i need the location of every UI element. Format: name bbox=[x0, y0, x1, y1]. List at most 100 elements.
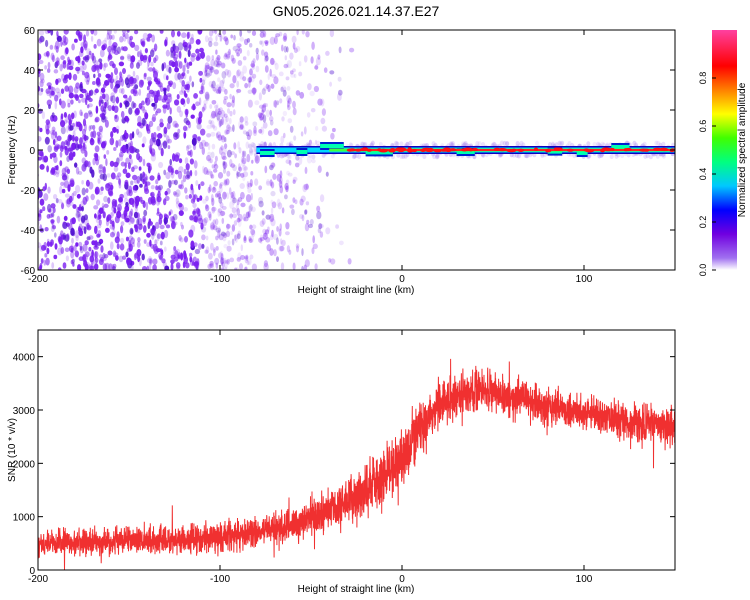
spectrogram-noise-cell bbox=[112, 250, 117, 258]
spectrogram-noise-cell bbox=[223, 116, 228, 125]
spectrogram-noise-cell bbox=[184, 236, 188, 243]
spectrogram-noise-cell bbox=[88, 52, 92, 59]
spectrogram-noise-cell bbox=[113, 78, 118, 84]
spectrogram-noise-cell bbox=[339, 240, 344, 246]
spectrogram-noise-cell bbox=[252, 121, 258, 127]
spectrogram-noise-cell bbox=[63, 112, 67, 118]
spectrogram-noise-cell bbox=[242, 175, 246, 182]
spectrogram-noise-cell bbox=[78, 241, 83, 247]
spectrogram-noise-cell bbox=[189, 186, 194, 195]
spectrogram-noise-cell bbox=[242, 164, 247, 172]
spectrogram-noise-cell bbox=[78, 99, 81, 104]
spectrogram-noise-cell bbox=[47, 186, 51, 194]
spectrogram-noise-cell bbox=[155, 138, 161, 147]
spectrogram-band-haze bbox=[572, 153, 577, 159]
spectrogram-noise-cell bbox=[278, 180, 283, 189]
spectrogram-noise-cell bbox=[176, 30, 181, 37]
spectrogram-noise-cell bbox=[205, 195, 209, 202]
spectrogram-noise-cell bbox=[267, 130, 273, 137]
spectrogram-noise-cell bbox=[168, 211, 171, 216]
spectrogram-noise-cell bbox=[134, 148, 140, 154]
spectrogram-noise-cell bbox=[244, 266, 248, 270]
spectrogram-noise-cell bbox=[273, 233, 279, 241]
spectrogram-noise-cell bbox=[81, 205, 84, 212]
spectrogram-noise-cell bbox=[69, 201, 74, 206]
spectrogram-noise-cell bbox=[218, 233, 224, 241]
spectrogram-noise-cell bbox=[169, 158, 172, 166]
spectrogram-noise-cell bbox=[94, 116, 100, 123]
spectrogram-noise-cell bbox=[243, 236, 247, 244]
spectrogram-x-axis-label: Height of straight line (km) bbox=[298, 285, 415, 296]
spectrogram-noise-cell bbox=[220, 267, 225, 270]
spectrogram-noise-cell bbox=[255, 65, 260, 73]
spectrogram-noise-cell bbox=[78, 34, 83, 42]
spectrogram-noise-cell bbox=[206, 168, 212, 174]
spectrogram-noise-cell bbox=[251, 263, 257, 270]
spectrogram-noise-cell bbox=[318, 223, 323, 230]
spectrogram-noise-cell bbox=[264, 56, 269, 63]
spectrogram-noise-cell bbox=[88, 111, 93, 118]
spectrogram-noise-cell bbox=[316, 205, 321, 212]
spectrogram-noise-cell bbox=[271, 229, 274, 238]
spectrogram-noise-cell bbox=[59, 160, 63, 167]
spectrogram-x-tick-label: -200 bbox=[28, 274, 48, 285]
spectrogram-noise-cell bbox=[43, 155, 49, 163]
spectrogram-noise-cell bbox=[130, 146, 135, 154]
spectrogram-noise-cell bbox=[52, 225, 56, 230]
spectrogram-noise-cell bbox=[313, 85, 319, 93]
spectrogram-band-haze bbox=[305, 142, 310, 148]
spectrogram-noise-cell bbox=[205, 93, 210, 102]
spectrogram-noise-cell bbox=[310, 56, 314, 64]
spectrogram-noise-cell bbox=[233, 220, 238, 226]
spectrogram-noise-cell bbox=[213, 248, 216, 257]
spectrogram-noise-cell bbox=[49, 241, 53, 247]
spectrogram-noise-cell bbox=[110, 95, 116, 104]
spectrogram-noise-cell bbox=[237, 46, 241, 52]
spectrogram-noise-cell bbox=[282, 35, 288, 42]
spectrogram-noise-cell bbox=[245, 211, 250, 219]
spectrogram-noise-cell bbox=[140, 41, 145, 46]
spectrogram-noise-cell bbox=[262, 114, 267, 123]
spectrogram-noise-cell bbox=[274, 62, 279, 70]
spectrogram-noise-cell bbox=[56, 30, 59, 37]
spectrogram-noise-cell bbox=[38, 242, 42, 248]
spectrogram-noise-cell bbox=[108, 263, 113, 270]
spectrogram-noise-cell bbox=[122, 35, 127, 42]
spectrogram-noise-cell bbox=[258, 185, 263, 191]
spectrogram-noise-cell bbox=[67, 102, 71, 108]
spectrogram-noise-cell bbox=[304, 209, 308, 215]
spectrogram-noise-cell bbox=[130, 180, 134, 186]
spectrogram-noise-cell bbox=[82, 63, 87, 71]
spectrogram-noise-cell bbox=[214, 161, 217, 167]
spectrogram-noise-cell bbox=[167, 138, 172, 144]
spectrogram-noise-cell bbox=[108, 48, 114, 56]
spectrogram-noise-cell bbox=[208, 30, 214, 37]
spectrogram-noise-cell bbox=[94, 225, 98, 235]
spectrogram-noise-cell bbox=[223, 244, 228, 249]
spectrogram-noise-cell bbox=[241, 157, 247, 165]
spectrogram-noise-cell bbox=[68, 152, 74, 161]
spectrogram-noise-cell bbox=[47, 68, 51, 73]
spectrogram-band-peak bbox=[517, 148, 524, 152]
spectrogram-noise-cell bbox=[179, 184, 184, 190]
spectrogram-noise-cell bbox=[126, 248, 132, 252]
spectrogram-noise-cell bbox=[124, 77, 130, 86]
spectrogram-noise-cell bbox=[243, 235, 247, 242]
spectrogram-band-wobble-core bbox=[576, 151, 588, 155]
spectrogram-noise-cell bbox=[145, 97, 151, 106]
spectrogram-noise-cell bbox=[190, 183, 194, 191]
spectrogram-band-haze bbox=[248, 148, 253, 154]
spectrogram-noise-cell bbox=[104, 262, 110, 270]
spectrogram-noise-cell bbox=[206, 133, 212, 138]
spectrogram-noise-cell bbox=[208, 119, 212, 125]
spectrogram-band-haze bbox=[463, 140, 468, 146]
spectrogram-noise-cell bbox=[151, 34, 156, 43]
spectrogram-noise-cell bbox=[59, 185, 63, 195]
spectrogram-noise-cell bbox=[201, 49, 205, 54]
spectrogram-noise-cell bbox=[139, 183, 143, 188]
spectrogram-noise-cell bbox=[337, 92, 342, 101]
spectrogram-noise-cell bbox=[276, 152, 281, 158]
spectrogram-noise-cell bbox=[97, 135, 101, 142]
spectrogram-noise-cell bbox=[289, 52, 294, 60]
spectrogram-noise-cell bbox=[110, 218, 114, 225]
